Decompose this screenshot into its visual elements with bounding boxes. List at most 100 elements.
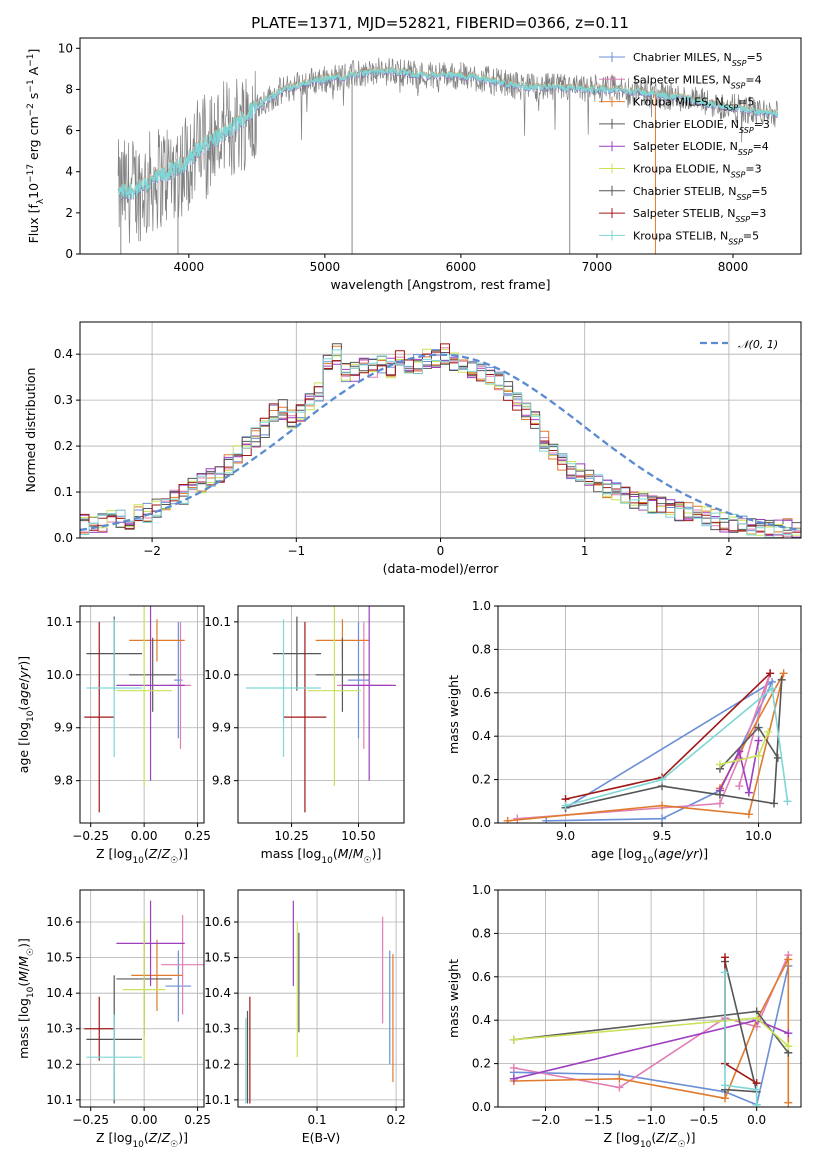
x-tick-label: 10.25: [274, 829, 308, 843]
y-axis-label-part: M: [16, 956, 31, 967]
x-tick-label: 2: [725, 544, 733, 558]
legend-label-tail: =5: [738, 96, 754, 109]
panel-weight_vs_Z: −2.0 −1.5 −1.0 −0.5 0.0 0.0 0.2 0.4 0.6 0.8 1.0 Z […: [446, 883, 802, 1150]
observed-spectrum: [117, 57, 778, 244]
weight-point-marker: [503, 816, 512, 823]
x-axis-label-part: 10: [132, 856, 144, 866]
x-tick-label: 8000: [718, 260, 749, 274]
x-axis-label-part: /: [682, 846, 687, 861]
legend-label-sub: SSP: [732, 59, 747, 68]
axes-frame: [497, 605, 802, 824]
weight-point-marker: [615, 1083, 624, 1092]
y-axis-label-part: ☉: [26, 948, 36, 956]
x-axis-label-part: Z: [161, 846, 171, 861]
x-tick-label: 9.0: [556, 829, 575, 843]
x-axis-label-part: (data-model)/error: [383, 561, 500, 576]
x-tick-label: 0.2: [387, 1113, 406, 1127]
axes-frame: [237, 889, 405, 1108]
x-tick-label: 0.00: [131, 829, 158, 843]
x-axis-label-part: Z: [148, 1130, 158, 1145]
x-axis-label-part: Z [log: [96, 1130, 132, 1145]
x-axis-label-part: 10: [132, 1140, 144, 1150]
legend-label-sub: SSP: [723, 103, 738, 112]
x-axis-label: Z [log10(Z/Z☉)]: [603, 1130, 695, 1150]
weight-point-marker: [720, 1094, 729, 1103]
weight-series-line: [565, 686, 789, 807]
x-axis-label-part: wavelength [Angstrom, rest frame]: [330, 277, 550, 292]
plot-area: [80, 343, 801, 538]
y-tick-label: 10.0: [46, 668, 73, 682]
x-axis-label: Z [log10(Z/Z☉)]: [96, 846, 188, 866]
legend-label-sub: SSP: [731, 170, 746, 179]
weight-point-marker: [542, 816, 551, 823]
y-axis-label-part: age: [16, 682, 31, 706]
y-tick-label: 10.6: [46, 915, 73, 929]
x-axis-label-part: /: [665, 1130, 670, 1145]
x-tick-label: 7000: [582, 260, 613, 274]
legend-label: Salpeter ELODIE, NSSP=4: [633, 140, 769, 157]
x-axis-label-part: mass [log: [261, 846, 322, 861]
y-tick-label: 0.1: [54, 485, 73, 499]
y-tick-label: 0.2: [54, 439, 73, 453]
weight-point-marker: [784, 955, 793, 964]
panel-residuals: −2 −1 0 1 2 0.0 0.1 0.2 0.3 0.4 (data-model)/error…: [23, 321, 802, 576]
legend-label-tail: =3: [754, 118, 770, 131]
weight-point-marker: [720, 953, 729, 962]
weight-series-line: [513, 959, 790, 1103]
weight-point-marker: [764, 727, 773, 736]
x-axis-label-part: 10: [321, 856, 333, 866]
y-axis-label: Normed distribution: [23, 368, 38, 493]
y-tick-label: 10.6: [204, 915, 231, 929]
plot-area: [245, 900, 394, 1104]
model-spectrum-best: [117, 65, 779, 200]
y-axis-label-part: −1: [26, 79, 36, 92]
x-axis-label: E(B-V): [302, 1130, 341, 1145]
weight-point-marker: [754, 751, 763, 760]
y-axis-label-part: ]: [26, 49, 41, 54]
x-axis-label-part: (: [653, 846, 658, 861]
panel-spectrum: 4000 5000 6000 7000 8000 0 2 4 6 8 10 wavelength [A…: [26, 37, 802, 292]
y-tick-label: 0.4: [472, 1013, 491, 1027]
y-tick-label: 1.0: [472, 599, 491, 613]
y-axis-label-part: 10: [26, 183, 41, 199]
y-tick-label: 10.0: [204, 668, 231, 682]
y-tick-label: 10.5: [204, 951, 231, 965]
histogram-series: [80, 343, 801, 538]
weight-point-marker: [773, 753, 782, 762]
x-axis-label-part: (: [333, 846, 338, 861]
plot-area: [246, 606, 396, 813]
legend-label-tail: =5: [743, 229, 759, 242]
y-tick-label: 10.1: [204, 615, 231, 629]
weight-point-marker: [658, 814, 667, 823]
panel-age_vs_Z: −0.25 0.00 0.259.89.910.010.1Z [log10(Z/Z☉…: [16, 605, 211, 866]
y-tick-label: 10.1: [46, 615, 73, 629]
weight-point-marker: [735, 747, 744, 756]
legend-label-sub: SSP: [728, 237, 743, 246]
x-axis-label: (data-model)/error: [383, 561, 500, 576]
y-axis-label-part: −1: [26, 54, 36, 67]
legend-hist: 𝒩(0, 1): [700, 338, 778, 351]
y-tick-label: 0.3: [54, 393, 73, 407]
weight-point-marker: [720, 968, 729, 977]
y-axis-label-part: 10: [26, 986, 36, 998]
y-axis-label-part: s: [26, 93, 41, 104]
weight-point-marker: [744, 788, 753, 797]
x-axis-label: age [log10(age/yr)]: [591, 846, 708, 866]
x-axis-label-part: Z: [668, 1130, 678, 1145]
axes-frame: [79, 321, 802, 539]
plot-area: [117, 57, 779, 254]
weight-point-marker: [752, 1085, 761, 1094]
weight-point-marker: [784, 1098, 793, 1107]
y-tick-label: 4: [65, 165, 73, 179]
y-axis-label-part: /: [16, 966, 31, 971]
weight-point-marker: [784, 1042, 793, 1051]
x-axis-label-part: Z [log: [603, 1130, 639, 1145]
x-axis-label-part: (: [651, 1130, 656, 1145]
legend-label-sub: SSP: [735, 215, 750, 224]
legend-label-main: Salpeter STELIB, N: [633, 207, 735, 220]
y-tick-label: 0.6: [472, 686, 491, 700]
y-tick-label: 6: [65, 124, 73, 138]
legend-label-tail: =5: [751, 185, 767, 198]
